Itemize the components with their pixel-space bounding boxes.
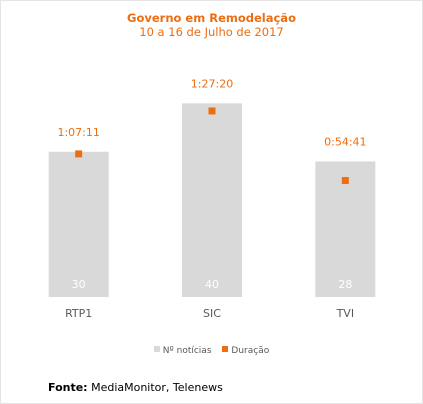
source-text: MediaMonitor, Telenews: [87, 381, 223, 394]
legend-item-duration: Duração: [222, 346, 269, 356]
source-note: Fonte: MediaMonitor, Telenews: [48, 381, 223, 394]
legend-label-news-count: Nº notícias: [162, 346, 212, 356]
legend-swatch-duration: [222, 346, 229, 352]
duration-marker-sic: [208, 107, 216, 115]
legend-swatch-news-count: [153, 346, 160, 352]
source-label: Fonte:: [48, 381, 88, 394]
bar-value-label-sic: 40: [205, 278, 219, 291]
category-label-tvi: TVI: [336, 307, 355, 320]
legend-item-news-count: Nº notícias: [153, 346, 212, 356]
category-label-rtp1: RTP1: [65, 307, 92, 320]
chart-subtitle: 10 a 16 de Julho de 2017: [139, 25, 284, 39]
duration-marker-rtp1: [75, 150, 83, 158]
bar-value-label-rtp1: 30: [72, 278, 86, 291]
duration-label-rtp1: 1:07:11: [57, 126, 99, 139]
duration-marker-tvi: [341, 177, 349, 185]
duration-label-tvi: 0:54:41: [324, 135, 366, 148]
category-label-sic: SIC: [203, 307, 221, 320]
duration-label-sic: 1:27:20: [191, 77, 233, 90]
bar-tvi: [315, 161, 376, 297]
legend-label-duration: Duração: [231, 346, 270, 356]
bar-rtp1: [48, 151, 109, 297]
legend: Nº notícias Duração: [0, 346, 423, 356]
chart-title: Governo em Remodelação: [127, 11, 296, 25]
bar-sic: [182, 103, 242, 297]
bar-value-label-tvi: 28: [338, 278, 352, 291]
